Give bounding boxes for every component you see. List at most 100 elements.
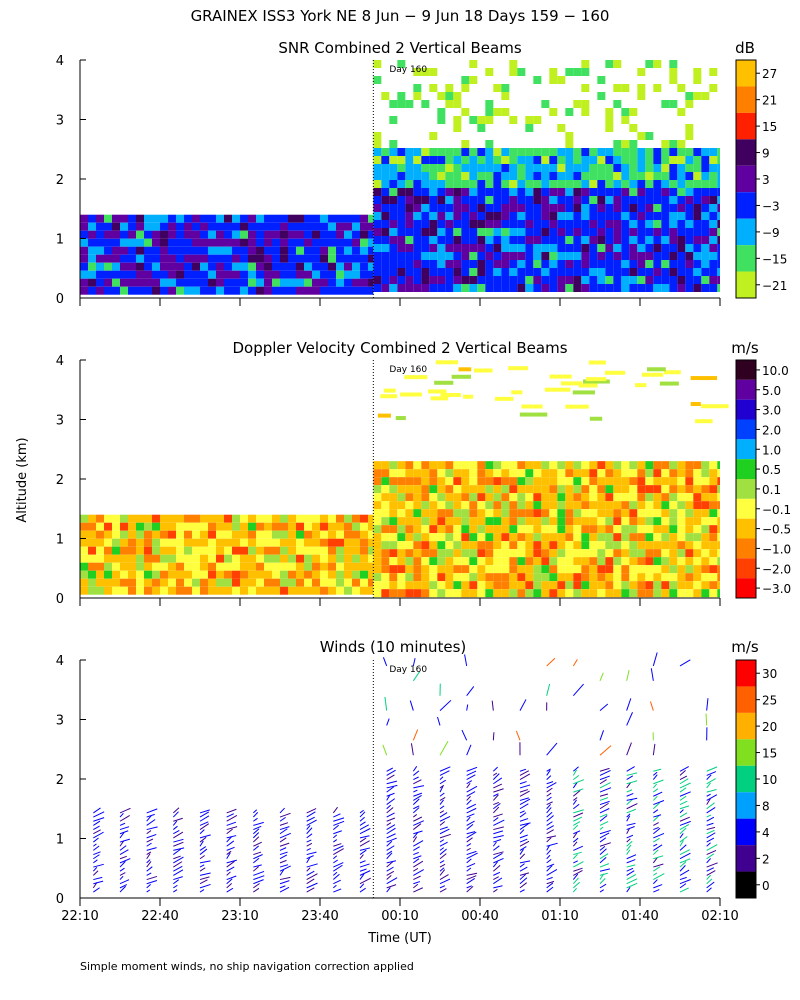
wind-barb <box>173 817 183 822</box>
heatmap-cell <box>613 220 622 228</box>
heatmap-cell <box>693 196 702 204</box>
heatmap-cell <box>240 246 248 255</box>
heatmap-cell <box>661 509 670 518</box>
heatmap-cell <box>517 501 526 510</box>
heatmap-cell <box>588 360 606 365</box>
heatmap-cell <box>597 541 606 550</box>
wind-barb <box>546 742 558 756</box>
heatmap-cell <box>613 581 622 590</box>
wind-barb <box>679 861 687 868</box>
heatmap-cell <box>717 565 720 574</box>
heatmap-cell <box>709 268 718 276</box>
heatmap-cell <box>437 220 446 228</box>
heatmap-cell <box>645 525 654 534</box>
heatmap-cell <box>280 514 288 523</box>
colorbar-swatch <box>736 86 756 113</box>
heatmap-cell <box>128 554 136 563</box>
heatmap-cell <box>605 172 614 180</box>
heatmap-cell <box>80 230 88 239</box>
colorbar-swatch <box>736 192 756 219</box>
wind-barb <box>93 863 104 868</box>
heatmap-cell <box>352 562 360 571</box>
heatmap-cell <box>509 260 518 268</box>
heatmap-cell <box>88 554 96 563</box>
heatmap-cell <box>397 148 406 156</box>
heatmap-cell <box>240 546 248 555</box>
heatmap-cell <box>461 108 470 116</box>
wind-barb <box>653 855 664 860</box>
wind-barb <box>386 860 397 864</box>
heatmap-cell <box>240 578 248 587</box>
wind-barb <box>706 862 718 868</box>
heatmap-cell <box>525 244 534 252</box>
wind-barb <box>466 744 472 756</box>
wind-barb <box>386 792 395 797</box>
heatmap-cell <box>120 238 128 247</box>
wind-barb <box>92 870 99 876</box>
heatmap-cell <box>469 172 478 180</box>
wind-barb <box>439 797 446 801</box>
wind-barb <box>439 812 448 818</box>
heatmap-cell <box>288 578 296 587</box>
heatmap-cell <box>717 509 720 518</box>
wind-barb <box>519 873 527 880</box>
wind-barb <box>599 842 611 847</box>
wind-barb <box>599 800 610 806</box>
heatmap-cell <box>397 276 406 284</box>
heatmap-cell <box>525 268 534 276</box>
colorbar-label: 4 <box>762 826 770 840</box>
y-tick-label: 4 <box>56 654 64 669</box>
heatmap-cell <box>128 546 136 555</box>
heatmap-cell <box>645 517 654 526</box>
wind-barb <box>439 828 450 835</box>
heatmap-cell <box>605 493 614 502</box>
heatmap-cell <box>160 286 168 295</box>
heatmap-cell <box>661 533 670 542</box>
heatmap-cell <box>501 196 510 204</box>
colorbar-swatch <box>736 399 756 420</box>
heatmap-cell <box>669 244 678 252</box>
heatmap-cell <box>533 541 542 550</box>
heatmap-cell <box>373 565 382 574</box>
colorbar-swatch <box>736 660 756 687</box>
heatmap-cell <box>445 493 454 502</box>
wind-barb <box>439 874 449 880</box>
wind-barb <box>279 854 288 860</box>
heatmap-cell <box>693 525 702 534</box>
heatmap-cell <box>272 546 280 555</box>
heatmap-cell <box>597 485 606 494</box>
wind-barb <box>386 824 396 831</box>
heatmap-cell <box>128 570 136 579</box>
heatmap-cell <box>709 581 718 590</box>
heatmap-cell <box>493 485 502 494</box>
heatmap-cell <box>437 565 446 574</box>
heatmap-cell <box>469 180 478 188</box>
heatmap-cell <box>581 196 590 204</box>
heatmap-cell <box>637 557 646 566</box>
wind-barb <box>599 845 606 851</box>
heatmap-cell <box>605 461 614 470</box>
heatmap-cell <box>437 533 446 542</box>
wind-barb <box>626 808 637 814</box>
heatmap-cell <box>389 100 398 108</box>
heatmap-cell <box>304 286 312 295</box>
heatmap-cell <box>469 509 478 518</box>
heatmap-cell <box>88 246 96 255</box>
wind-barb <box>173 861 183 868</box>
heatmap-cell <box>709 549 718 558</box>
wind-barb <box>599 769 611 776</box>
heatmap-cell <box>589 220 598 228</box>
heatmap-cell <box>405 461 414 470</box>
heatmap-cell <box>312 538 320 547</box>
heatmap-cell <box>168 278 176 287</box>
heatmap-cell <box>96 530 104 539</box>
heatmap-cell <box>597 533 606 542</box>
wind-barb <box>706 766 718 772</box>
heatmap-cell <box>661 541 670 550</box>
heatmap-cell <box>216 278 224 287</box>
heatmap-cell <box>320 246 328 255</box>
heatmap-cell <box>421 68 430 76</box>
wind-barb <box>653 822 659 826</box>
heatmap-cell <box>669 268 678 276</box>
heatmap-cell <box>501 228 510 236</box>
